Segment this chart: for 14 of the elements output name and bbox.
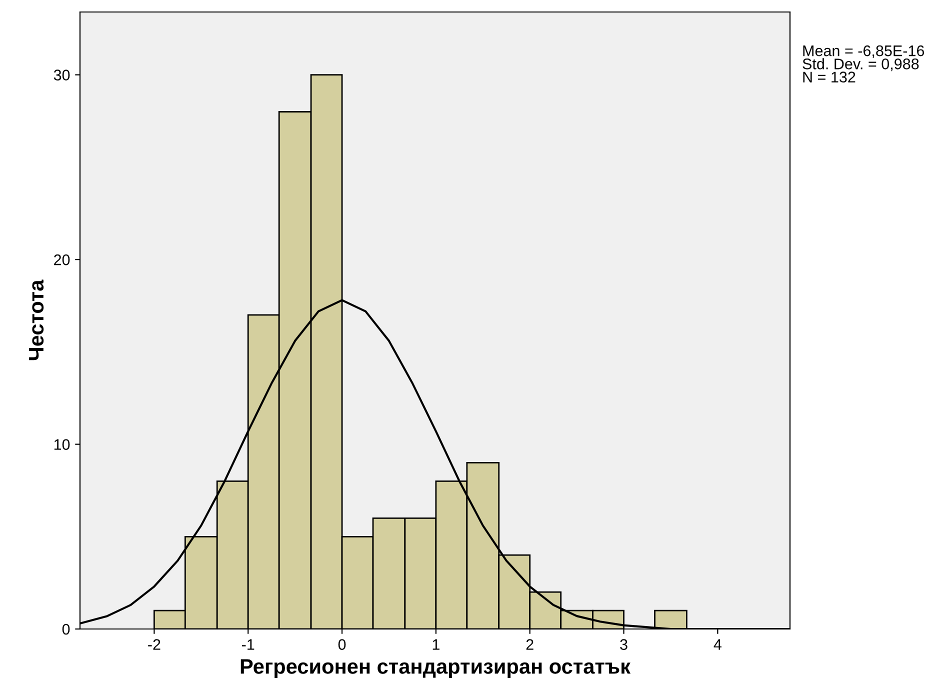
- text: Mean = -6,85E-16 Std. Dev. = 0,988 N = 132: [802, 45, 924, 82]
- x-axis-title: Регресионен стандартизиран остатък: [240, 659, 631, 678]
- y-tick-label: 20: [54, 254, 70, 266]
- x-tick-label: 0: [338, 639, 346, 650]
- x-tick-label: 3: [620, 639, 628, 650]
- x-tick-label: 2: [526, 639, 534, 650]
- x-tick-label: 1: [432, 639, 440, 650]
- y-tick-label: 0: [62, 624, 70, 635]
- x-tick-label: -2: [148, 639, 160, 650]
- x-tick-label: -1: [242, 639, 254, 650]
- y-tick-label: 30: [54, 70, 70, 80]
- x-tick-label: 4: [714, 639, 722, 650]
- y-tick-label: 10: [54, 439, 70, 450]
- y-axis-title: Честота: [29, 280, 44, 360]
